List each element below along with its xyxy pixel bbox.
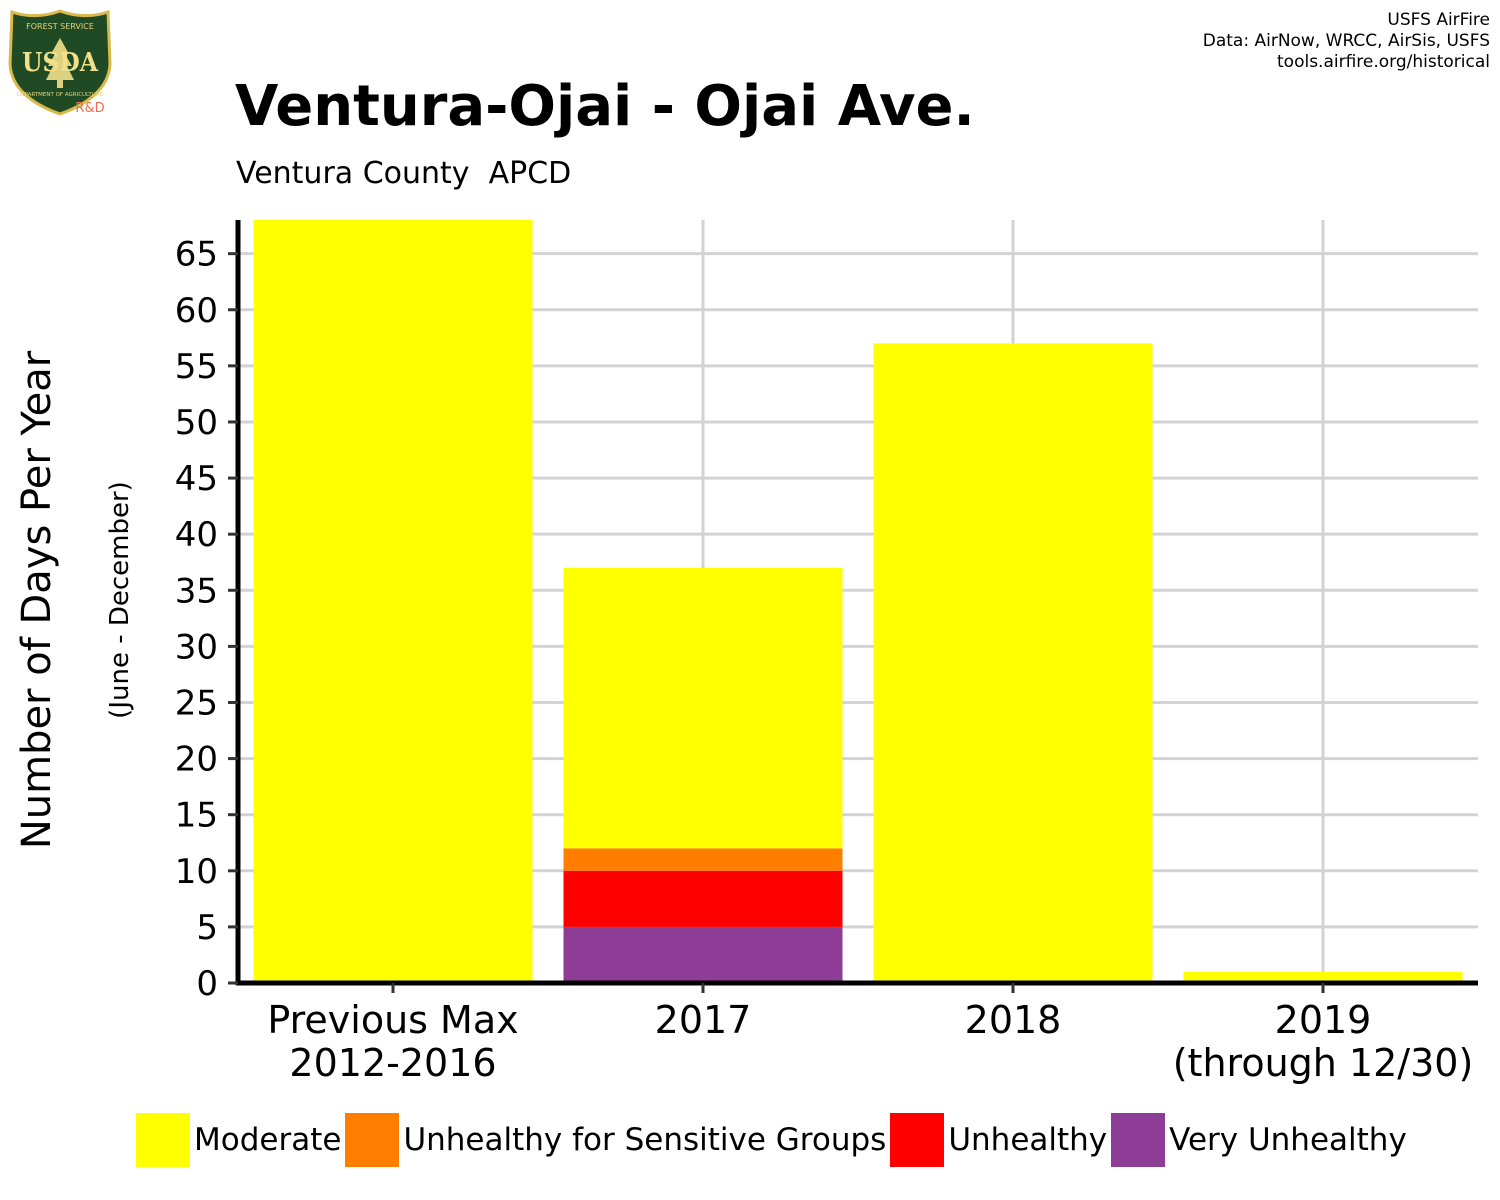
y-tick-label: 60 bbox=[175, 291, 218, 331]
legend-item-moderate: Moderate bbox=[136, 1113, 341, 1167]
bar-unhealthy-for-sensitive-groups bbox=[563, 848, 843, 871]
y-tick-label: 10 bbox=[175, 852, 218, 892]
y-tick-label: 15 bbox=[175, 796, 218, 836]
legend-label: Very Unhealthy bbox=[1169, 1122, 1407, 1158]
legend-label: Unhealthy for Sensitive Groups bbox=[403, 1122, 887, 1158]
bar-moderate bbox=[253, 220, 533, 983]
x-tick-label: 2018 bbox=[965, 998, 1062, 1042]
y-tick-label: 55 bbox=[175, 347, 218, 387]
bar-very-unhealthy bbox=[563, 926, 843, 983]
credit-line-1: USFS AirFire bbox=[1387, 10, 1490, 30]
y-tick-label: 40 bbox=[175, 515, 218, 555]
legend-swatch bbox=[136, 1113, 190, 1167]
legend-item-unhealthy: Unhealthy bbox=[890, 1113, 1107, 1167]
data-credits: USFS AirFire Data: AirNow, WRCC, AirSis,… bbox=[1203, 10, 1490, 73]
bar-moderate bbox=[873, 343, 1153, 983]
y-tick-label: 5 bbox=[196, 908, 218, 948]
y-tick-label: 65 bbox=[175, 235, 218, 275]
y-tick-label: 0 bbox=[196, 964, 218, 1004]
tree-icon bbox=[46, 38, 74, 88]
bar-unhealthy bbox=[563, 870, 843, 927]
legend-swatch bbox=[345, 1113, 400, 1167]
chart-title: Ventura-Ojai - Ojai Ave. bbox=[235, 74, 975, 139]
x-tick-label: 2017 bbox=[655, 998, 752, 1042]
credit-line-3: tools.airfire.org/historical bbox=[1277, 52, 1490, 72]
y-tick-label: 35 bbox=[175, 571, 218, 611]
legend-swatch bbox=[890, 1113, 945, 1167]
legend-label: Moderate bbox=[194, 1122, 342, 1158]
usda-forest-service-logo: FOREST SERVICE USDA DEPARTMENT OF AGRICU… bbox=[8, 9, 112, 116]
legend-item-very-unhealthy: Very Unhealthy bbox=[1111, 1113, 1407, 1167]
y-tick-label: 25 bbox=[175, 683, 218, 723]
bars bbox=[253, 220, 1463, 983]
x-tick-label: 2012-2016 bbox=[289, 1041, 496, 1085]
chart-subtitle: Ventura County APCD bbox=[236, 156, 572, 191]
logo-top-text: FOREST SERVICE bbox=[26, 22, 94, 31]
credit-line-2: Data: AirNow, WRCC, AirSis, USFS bbox=[1202, 31, 1490, 51]
logo-badge: R&D bbox=[75, 101, 104, 116]
legend-swatch bbox=[1111, 1113, 1166, 1167]
y-tick-label: 50 bbox=[175, 403, 218, 443]
bar-moderate bbox=[1183, 971, 1463, 983]
legend-item-unhealthy-for-sensitive-groups: Unhealthy for Sensitive Groups bbox=[345, 1113, 886, 1167]
y-tick-label: 45 bbox=[175, 459, 218, 499]
legend: Moderate Unhealthy for Sensitive Groups Un… bbox=[136, 1113, 1411, 1167]
bar-moderate bbox=[563, 567, 843, 849]
y-tick-label: 20 bbox=[175, 740, 218, 780]
legend-label: Unhealthy bbox=[948, 1122, 1108, 1158]
logo-bottom-text: DEPARTMENT OF AGRICULTURE bbox=[17, 92, 104, 98]
y-tick-label: 30 bbox=[175, 627, 218, 667]
x-tick-label: 2019 bbox=[1275, 998, 1372, 1042]
x-tick-label: (through 12/30) bbox=[1173, 1041, 1474, 1085]
x-tick-label: Previous Max bbox=[267, 998, 518, 1042]
